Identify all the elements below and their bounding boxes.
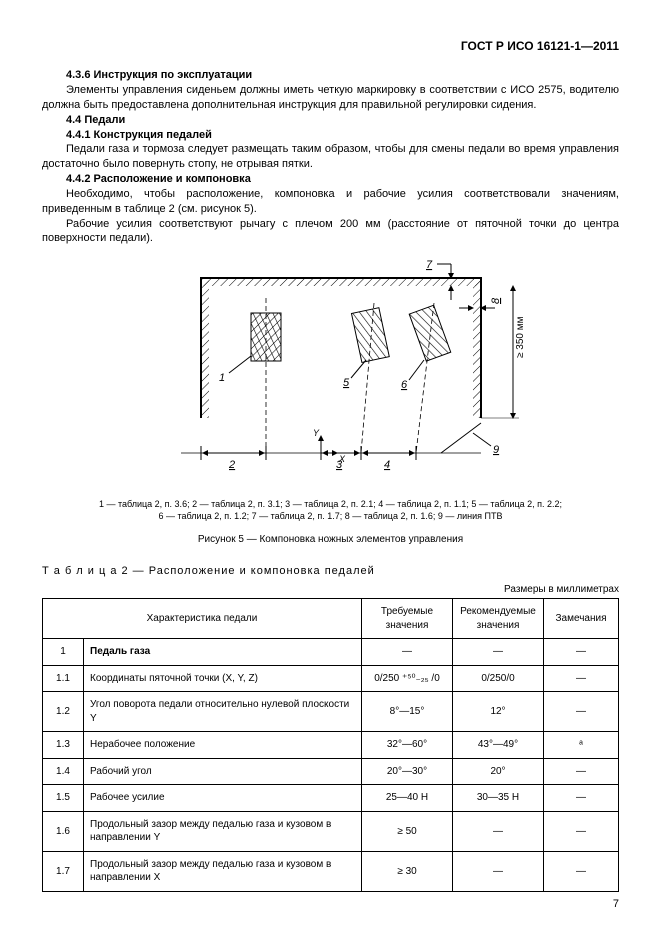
- table-row-required: ≥ 30: [362, 851, 453, 891]
- table-2-label: Т а б л и ц а 2 — Расположение и компоно…: [42, 564, 619, 579]
- table-row-char: Продольный зазор между педалью газа и ку…: [84, 811, 362, 851]
- table-row: 1.6Продольный зазор между педалью газа и…: [43, 811, 619, 851]
- table-col-characteristic: Характеристика педали: [43, 599, 362, 639]
- sec-441-head: 4.4.1 Конструкция педалей: [66, 128, 619, 143]
- figure-5-refs: 1 — таблица 2, п. 3.6; 2 — таблица 2, п.…: [72, 499, 589, 522]
- table-row: 1.4Рабочий угол20°—30°20°—: [43, 758, 619, 785]
- table-row: 1.3Нерабочее положение32°—60°43°—49°ᵃ: [43, 732, 619, 759]
- table-row-char: Продольный зазор между педалью газа и ку…: [84, 851, 362, 891]
- svg-text:≥ 350 мм: ≥ 350 мм: [515, 317, 526, 359]
- table-col-notes: Замечания: [544, 599, 619, 639]
- table-row-num: 1.3: [43, 732, 84, 759]
- svg-text:8: 8: [490, 297, 502, 304]
- table-col-required: Требуемые значения: [362, 599, 453, 639]
- svg-text:7: 7: [426, 259, 433, 271]
- table-row: 1.7Продольный зазор между педалью газа и…: [43, 851, 619, 891]
- table-row-note: —: [544, 851, 619, 891]
- table-2-units: Размеры в миллиметрах: [42, 583, 619, 597]
- table-row-required: 32°—60°: [362, 732, 453, 759]
- table-row-char: Координаты пяточной точки (X, Y, Z): [84, 665, 362, 692]
- table-row-recommended: 0/250/0: [453, 665, 544, 692]
- table-row-num: 1.2: [43, 692, 84, 732]
- table-row-num: 1.4: [43, 758, 84, 785]
- sec-442-p2: Рабочие усилия соответствуют рычагу с пл…: [42, 217, 619, 247]
- sec-441-text: Педали газа и тормоза следует размещать …: [42, 142, 619, 172]
- figure-5: Y X 1 5 6 7 8 ≥ 350 мм: [42, 258, 619, 493]
- svg-text:9: 9: [493, 444, 499, 456]
- table-row-recommended: 20°: [453, 758, 544, 785]
- table-row-recommended: 43°—49°: [453, 732, 544, 759]
- table-row-required: 25—40 Н: [362, 785, 453, 812]
- figure-5-title: Рисунок 5 — Компоновка ножных элементов …: [42, 533, 619, 547]
- table-col-recommended: Рекомендуемые значения: [453, 599, 544, 639]
- page: ГОСТ Р ИСО 16121-1—2011 4.3.6 Инструкция…: [0, 0, 661, 936]
- table-row-required: ≥ 50: [362, 811, 453, 851]
- table-row-num: 1.5: [43, 785, 84, 812]
- table-row-char: Рабочее усилие: [84, 785, 362, 812]
- sec-442-head: 4.4.2 Расположение и компоновка: [66, 172, 619, 187]
- figure-5-refs-line1: 1 — таблица 2, п. 3.6; 2 — таблица 2, п.…: [99, 499, 562, 509]
- standard-header: ГОСТ Р ИСО 16121-1—2011: [42, 38, 619, 54]
- page-number: 7: [613, 897, 619, 912]
- table-row-recommended: 30—35 Н: [453, 785, 544, 812]
- table-row-note: ᵃ: [544, 732, 619, 759]
- svg-text:2: 2: [228, 459, 235, 471]
- svg-text:3: 3: [336, 459, 343, 471]
- table-row-recommended: 12°: [453, 692, 544, 732]
- table-row-char: Рабочий угол: [84, 758, 362, 785]
- svg-text:5: 5: [343, 377, 350, 389]
- table-row-num: 1.6: [43, 811, 84, 851]
- table-row-num: 1.1: [43, 665, 84, 692]
- table-row: 1.2Угол поворота педали относительно нул…: [43, 692, 619, 732]
- table-row-required: 0/250 ⁺⁵⁰₋₂₅ /0: [362, 665, 453, 692]
- table-row-char: Педаль газа: [84, 639, 362, 666]
- table-row-recommended: —: [453, 639, 544, 666]
- svg-text:1: 1: [219, 372, 225, 384]
- table-row: 1.5Рабочее усилие25—40 Н30—35 Н—: [43, 785, 619, 812]
- table-row-char: Нерабочее положение: [84, 732, 362, 759]
- sec-442-p1: Необходимо, чтобы расположение, компонов…: [42, 187, 619, 217]
- table-row-required: 20°—30°: [362, 758, 453, 785]
- table-row-note: —: [544, 758, 619, 785]
- table-row-char: Угол поворота педали относительно нулево…: [84, 692, 362, 732]
- sec-44-head: 4.4 Педали: [66, 113, 619, 128]
- figure-5-svg: Y X 1 5 6 7 8 ≥ 350 мм: [121, 258, 541, 488]
- table-row-num: 1.7: [43, 851, 84, 891]
- table-row-recommended: —: [453, 851, 544, 891]
- table-row-note: —: [544, 639, 619, 666]
- table-row-note: —: [544, 692, 619, 732]
- table-row-required: —: [362, 639, 453, 666]
- table-row-required: 8°—15°: [362, 692, 453, 732]
- table-row-note: —: [544, 785, 619, 812]
- table-row-note: —: [544, 811, 619, 851]
- table-2: Характеристика педали Требуемые значения…: [42, 598, 619, 892]
- table-row: 1.1Координаты пяточной точки (X, Y, Z)0/…: [43, 665, 619, 692]
- svg-text:6: 6: [401, 379, 408, 391]
- table-row-recommended: —: [453, 811, 544, 851]
- table-row-note: —: [544, 665, 619, 692]
- sec-436-text: Элементы управления сиденьем должны имет…: [42, 83, 619, 113]
- table-row: 1Педаль газа———: [43, 639, 619, 666]
- sec-436-head: 4.3.6 Инструкция по эксплуатации: [66, 68, 619, 83]
- table-row-num: 1: [43, 639, 84, 666]
- svg-text:Y: Y: [313, 428, 320, 438]
- svg-text:4: 4: [384, 459, 390, 471]
- figure-5-refs-line2: 6 — таблица 2, п. 1.2; 7 — таблица 2, п.…: [159, 511, 503, 521]
